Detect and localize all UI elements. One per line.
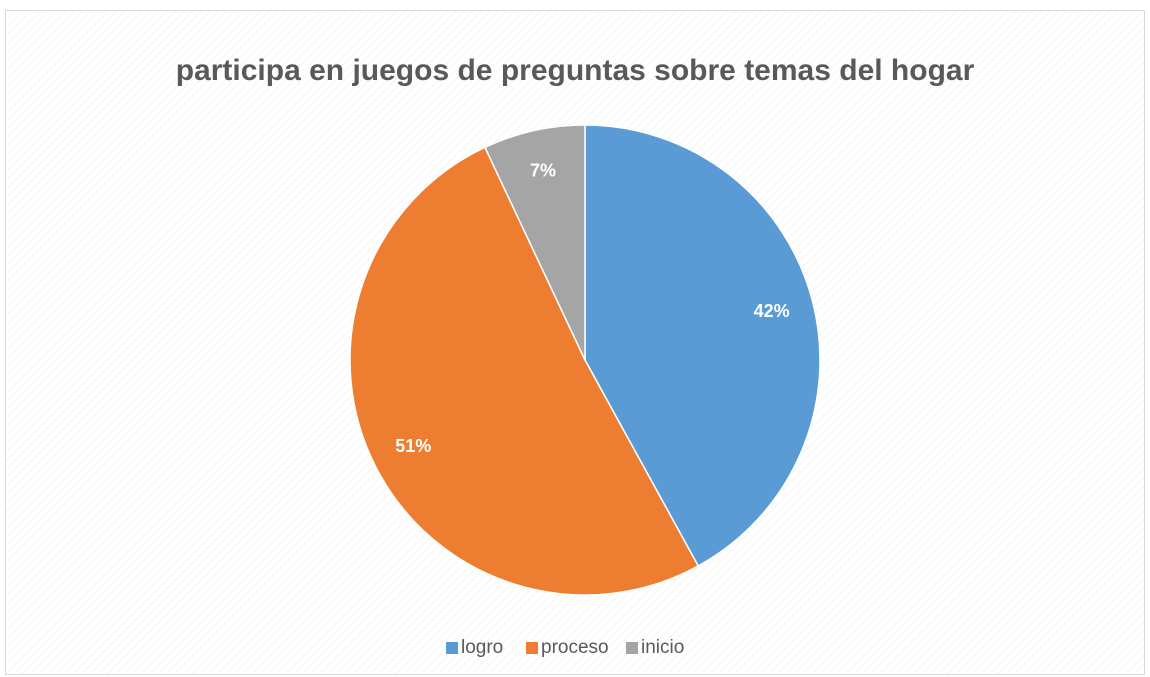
data-label: 51% (395, 436, 431, 456)
legend-label: logro (461, 637, 503, 658)
legend-swatch (626, 642, 638, 654)
pie-slice (483, 124, 586, 361)
legend-label: inicio (641, 637, 684, 658)
legend-swatch (446, 642, 458, 654)
pie-slice (584, 124, 821, 567)
data-label: 42% (754, 301, 790, 321)
legend-label: proceso (541, 637, 609, 658)
data-label: 7% (530, 161, 556, 181)
legend-swatch (526, 642, 538, 654)
chart-title: participa en juegos de preguntas sobre t… (176, 54, 975, 87)
pie-slice (349, 146, 700, 596)
